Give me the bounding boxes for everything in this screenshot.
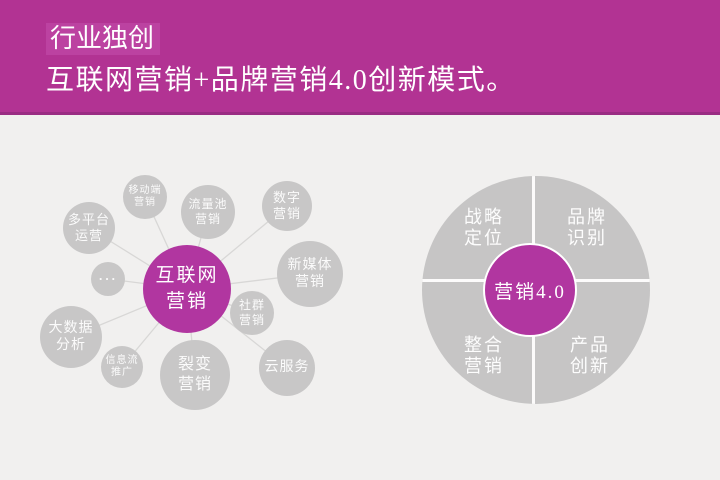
bubble-info-flow-promotion: 信息流 推广: [101, 346, 143, 388]
wheel-quadrant-strategy-positioning: 战略 定位: [464, 207, 504, 249]
bubble-label: 推广: [111, 367, 133, 378]
bubble-label: 运营: [74, 228, 103, 243]
bubble-fission-marketing: 裂变 营销: [160, 340, 230, 410]
bubble-big-data-analysis: 大数据 分析: [40, 306, 102, 368]
bubble-label: 分析: [56, 338, 86, 353]
bubble-label: 数字: [272, 190, 301, 206]
slide-title: 行业独创: [46, 22, 161, 56]
bubble-label: 营销: [238, 313, 265, 327]
bubble-label: ···: [98, 271, 118, 287]
wheel-center-label: 营销4.0: [494, 281, 566, 303]
bubble-new-media-marketing: 新媒体 营销: [277, 241, 343, 307]
quadrant-label: 战略: [464, 207, 504, 227]
header-banner: 行业独创 互联网营销+品牌营销4.0创新模式。: [0, 0, 720, 115]
bubble-label: 营销: [177, 376, 212, 393]
slide-subtitle: 互联网营销+品牌营销4.0创新模式。: [46, 65, 516, 96]
marketing-wheel: 战略 定位 品牌 识别 整合 营销 产品 创新 营销4.0: [422, 176, 650, 404]
bubble-label: 社群: [238, 298, 265, 313]
bubble-more-ellipsis: ···: [91, 262, 125, 296]
quadrant-label: 产品: [570, 335, 610, 355]
bubble-label: 多平台: [67, 212, 110, 228]
wheel-center-marketing-4-0: 营销4.0: [483, 243, 577, 337]
slide-title-text: 行业独创: [46, 23, 161, 55]
quadrant-label: 品牌: [567, 207, 607, 227]
bubble-label: 流量池: [188, 197, 228, 212]
wheel-quadrant-integrated-marketing: 整合 营销: [464, 335, 504, 377]
quadrant-label: 创新: [570, 356, 610, 376]
bubble-label: 营销: [295, 275, 325, 290]
bubble-center-label: 营销: [165, 291, 208, 312]
bubble-label: 移动端: [128, 184, 162, 196]
bubble-label: 营销: [272, 206, 301, 221]
bubble-multi-platform-operation: 多平台 运营: [63, 202, 115, 254]
bubble-label: 大数据: [48, 320, 94, 336]
bubble-label: 营销: [194, 212, 221, 226]
bubble-label: 信息流: [105, 354, 139, 366]
bubble-label: 营销: [134, 197, 156, 208]
bubble-label: 裂变: [177, 356, 212, 374]
bubble-center-label: 互联网: [155, 265, 219, 286]
wheel-quadrant-product-innovation: 产品 创新: [570, 335, 610, 377]
quadrant-label: 营销: [464, 356, 504, 376]
quadrant-label: 识别: [567, 228, 607, 248]
bubble-label: 云服务: [264, 360, 310, 376]
quadrant-label: 定位: [464, 228, 504, 248]
bubble-center-internet-marketing: 互联网 营销: [143, 245, 231, 333]
bubble-community-marketing: 社群 营销: [230, 291, 274, 335]
wheel-quadrant-brand-identity: 品牌 识别: [567, 207, 607, 249]
bubble-digital-marketing: 数字 营销: [262, 181, 312, 231]
bubble-traffic-pool-marketing: 流量池 营销: [181, 185, 235, 239]
quadrant-label: 整合: [464, 335, 504, 355]
bubble-label: 新媒体: [287, 257, 333, 273]
bubble-cloud-services: 云服务: [259, 340, 315, 396]
bubble-mobile-marketing: 移动端 营销: [123, 175, 167, 219]
